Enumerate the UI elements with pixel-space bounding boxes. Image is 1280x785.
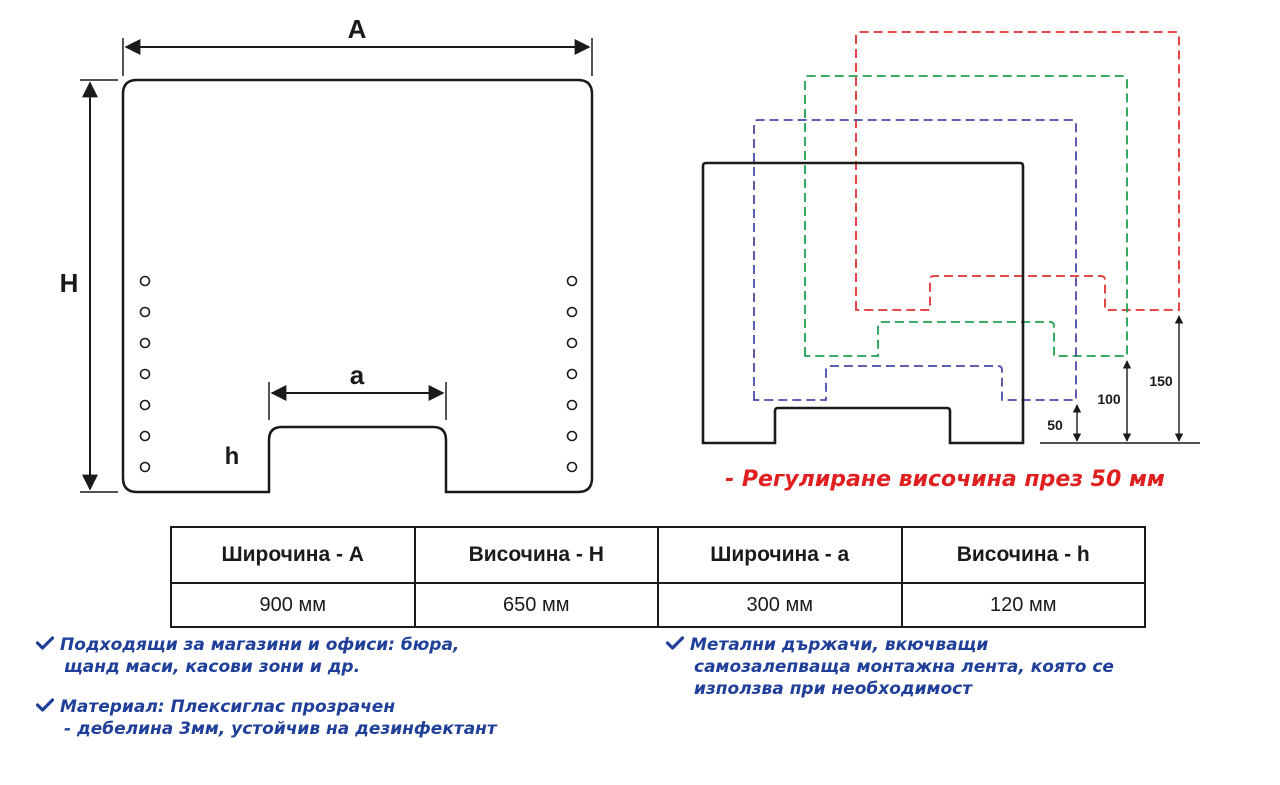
dimensions-header-row: Широчина - A Височина - H Широчина - a В… — [170, 526, 1146, 584]
feature-holders: Метални държачи, вкючващи самозалепваща … — [665, 634, 1114, 700]
header-width-A: Широчина - A — [170, 526, 416, 584]
value-width-A: 900 мм — [170, 582, 416, 628]
check-icon — [665, 634, 690, 656]
panel-outline-100-dashed — [804, 75, 1128, 357]
dimensions-table: Широчина - A Височина - H Широчина - a В… — [170, 526, 1146, 628]
feature-usage: Подходящи за магазини и офиси: бюра, щан… — [35, 634, 460, 678]
panel-dimension-drawing: A H a h — [60, 14, 594, 494]
feature-material: Материал: Плексиглас прозрачен - дебелин… — [35, 696, 497, 740]
feature-holders-line-1: Метални държачи, вкючващи — [690, 635, 989, 655]
dimension-h-label: h — [225, 443, 240, 470]
value-height-H: 650 мм — [413, 582, 659, 628]
header-width-a: Широчина - a — [657, 526, 903, 584]
mounting-holes-right — [566, 275, 578, 473]
dimension-A-label: A — [348, 14, 367, 44]
panel-outline-50-dashed — [753, 119, 1077, 401]
feature-usage-line-1: Подходящи за магазини и офиси: бюра, — [60, 635, 460, 655]
dimension-H-label: H — [60, 268, 79, 298]
value-width-a: 300 мм — [657, 582, 903, 628]
feature-holders-line-2: самозалепваща монтажна лента, която се — [694, 657, 1114, 677]
check-icon — [35, 696, 60, 718]
feature-usage-line-2: щанд маси, касови зони и др. — [64, 657, 361, 677]
header-height-H: Височина - H — [413, 526, 659, 584]
header-height-h: Височина - h — [900, 526, 1146, 584]
panel-outline-base — [701, 161, 1025, 445]
offset-100-label: 100 — [1097, 391, 1121, 407]
mounting-holes-left — [139, 275, 151, 473]
height-adjustment-note: - Регулиране височина през 50 мм — [725, 467, 1165, 492]
feature-material-line-2: - дебелина 3мм, устойчив на дезинфектант — [64, 719, 497, 739]
value-height-h: 120 мм — [900, 582, 1146, 628]
dimensions-value-row: 900 мм 650 мм 300 мм 120 мм — [170, 582, 1146, 628]
dimension-a-label: a — [350, 360, 365, 390]
panel-outline — [121, 78, 594, 494]
height-adjustment-drawing: 50 100 150 - Регулиране височина през 50… — [701, 31, 1200, 492]
offset-50-label: 50 — [1047, 417, 1063, 433]
feature-holders-line-3: използва при необходимост — [694, 679, 973, 699]
panel-outline-150-dashed — [855, 31, 1180, 311]
feature-material-line-1: Материал: Плексиглас прозрачен — [60, 697, 396, 717]
check-icon — [35, 634, 60, 656]
offset-150-label: 150 — [1149, 373, 1173, 389]
